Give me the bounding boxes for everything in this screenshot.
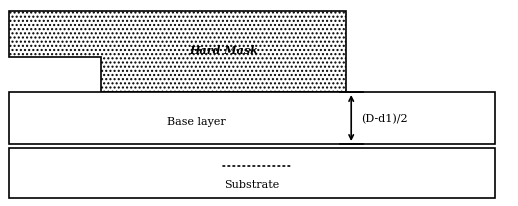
Text: Substrate: Substrate xyxy=(224,179,280,189)
Polygon shape xyxy=(9,12,346,93)
Text: (D-d1)/2: (D-d1)/2 xyxy=(362,113,408,124)
Text: Base layer: Base layer xyxy=(167,116,226,126)
Bar xyxy=(9,93,495,144)
Text: Hard Mask: Hard Mask xyxy=(189,45,258,56)
Bar xyxy=(9,148,495,198)
